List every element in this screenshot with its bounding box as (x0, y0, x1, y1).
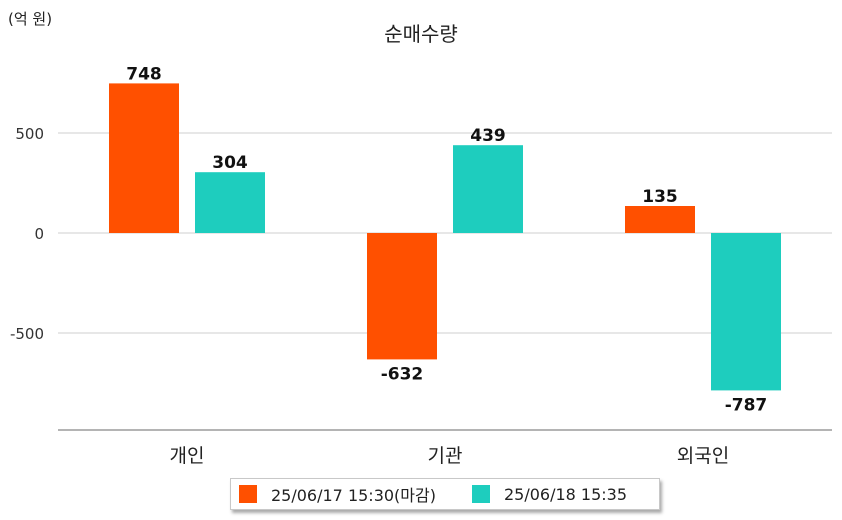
legend-item-series-2[interactable]: 25/06/18 15:35 (471, 484, 628, 504)
data-label-series-1-0: 748 (126, 64, 162, 84)
data-label-series-2-1: 439 (470, 126, 506, 146)
y-tick-label-500: 500 (15, 125, 44, 143)
y-tick-label--500: -500 (10, 325, 44, 343)
data-label-series-2-0: 304 (212, 153, 248, 173)
bar-series-1-1 (367, 233, 437, 360)
data-label-series-2-2: -787 (725, 395, 768, 415)
bar-series-2-0 (195, 172, 265, 233)
bar-series-2-2 (711, 233, 781, 391)
legend-label-series-2: 25/06/18 15:35 (503, 484, 628, 504)
legend-swatch-series-1 (239, 485, 257, 503)
x-tick-label-2: 외국인 (677, 445, 729, 467)
x-tick-label-1: 기관 (428, 445, 463, 467)
unit-label: (억 원) (8, 10, 53, 28)
x-tick-label-0: 개인 (170, 445, 205, 467)
legend-item-series-1[interactable]: 25/06/17 15:30(마감) (239, 482, 436, 506)
bar-series-1-2 (625, 206, 695, 233)
legend-swatch-series-2 (471, 485, 490, 503)
data-label-series-1-1: -632 (381, 364, 424, 384)
legend: 25/06/17 15:30(마감) 25/06/18 15:35 (230, 478, 660, 510)
y-tick-label-0: 0 (34, 225, 44, 243)
legend-label-series-1: 25/06/17 15:30(마감) (271, 486, 436, 505)
bar-series-1-0 (109, 83, 179, 234)
bar-series-2-1 (453, 145, 523, 233)
data-label-series-1-2: 135 (642, 187, 678, 207)
chart-title: 순매수량 (384, 22, 458, 46)
